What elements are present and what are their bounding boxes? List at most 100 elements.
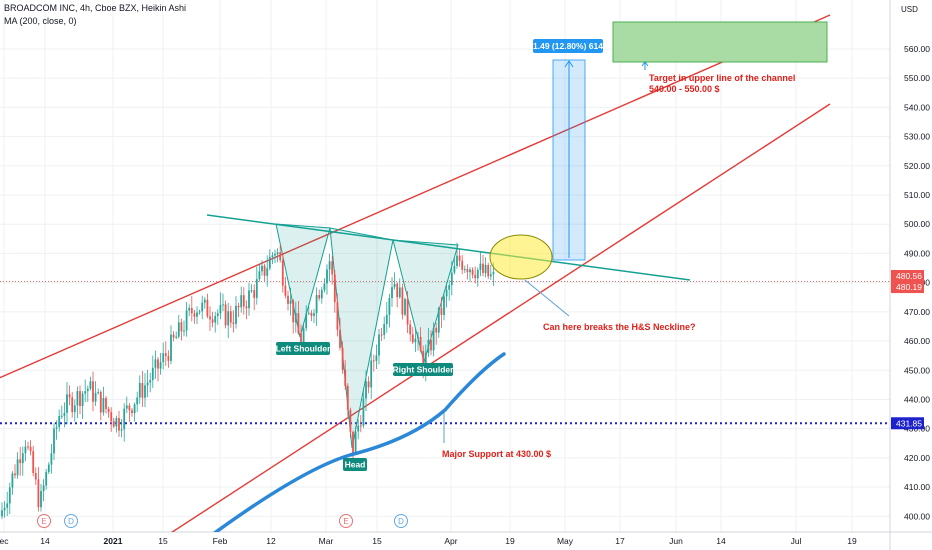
candle-body (193, 313, 196, 317)
x-tick-label: May (557, 536, 574, 546)
candle-body (248, 290, 250, 309)
candle-body (417, 336, 419, 339)
candle-body (14, 473, 16, 476)
candle-body (289, 300, 292, 304)
candle-body (391, 287, 393, 299)
candle-body (131, 410, 133, 414)
x-tick-label: Apr (444, 536, 457, 546)
candle-body (419, 336, 422, 351)
candle-body (141, 383, 144, 398)
candle-body (344, 369, 347, 386)
candle-body (463, 269, 466, 271)
candle-body (284, 285, 287, 296)
candle-body (326, 269, 328, 284)
candle-body (422, 350, 425, 371)
candle-body (76, 391, 79, 406)
candle-body (206, 299, 209, 317)
candle-body (346, 385, 349, 410)
candle-body (349, 409, 352, 433)
candle-body (11, 473, 14, 488)
candle-body (466, 269, 469, 273)
x-tick-label: Jul (791, 536, 802, 546)
candle-body (305, 313, 308, 329)
y-tick-label: 420.00 (904, 453, 930, 463)
candle-body (401, 287, 404, 315)
candle-body (66, 394, 68, 413)
candle-body (45, 472, 48, 486)
left-shoulder-shape (275, 223, 331, 338)
candle-body (359, 425, 362, 427)
candle-body (432, 327, 435, 351)
candle-body (315, 295, 318, 314)
candle-body (224, 304, 227, 326)
candle-body (469, 269, 471, 273)
measure-label-text: 61.49 (12.80%) 6149 (528, 41, 608, 51)
candle-body (375, 355, 378, 361)
candle-body (136, 397, 139, 405)
candle-body (162, 353, 165, 363)
candle-body (450, 272, 453, 286)
event-marker-letter: D (68, 517, 74, 526)
candle-body (476, 269, 479, 279)
candle-body (323, 283, 326, 290)
x-tick-label: 17 (615, 536, 625, 546)
target-note: 540.00 - 550.00 $ (649, 84, 720, 94)
y-tick-label: 510.00 (904, 190, 930, 200)
candle-body (125, 405, 128, 409)
candle-body (138, 383, 141, 398)
candle-body (240, 295, 243, 308)
candle-body (175, 336, 178, 338)
candle-body (3, 507, 6, 511)
candle-body (144, 385, 146, 398)
candle-body (188, 307, 191, 311)
candle-body (102, 398, 105, 413)
candle-body (229, 311, 232, 323)
candle-body (53, 428, 55, 454)
candle-body (409, 324, 412, 335)
candle-body (435, 327, 438, 333)
candle-body (479, 263, 482, 270)
y-tick-label: 560.00 (904, 44, 930, 54)
candle-body (190, 307, 193, 314)
symbol-title: BROADCOM INC, 4h, Cboe BZX, Heikin Ashi (4, 3, 187, 13)
candle-body (258, 271, 261, 280)
x-tick-label: Feb (213, 536, 228, 546)
candle-body (203, 299, 206, 303)
price-tag-text: 480.56 (896, 271, 922, 281)
event-marker-letter: D (398, 517, 404, 526)
candle-body (115, 418, 118, 427)
candle-body (302, 328, 305, 343)
grid (0, 0, 890, 532)
y-tick-label: 500.00 (904, 219, 930, 229)
hs-neckline (206, 214, 691, 281)
candle-body (484, 264, 487, 274)
x-tick-label: 2021 (104, 536, 123, 546)
candle-body (313, 313, 315, 316)
candle-body (120, 429, 123, 431)
candle-body (471, 269, 474, 275)
candle-body (185, 310, 188, 331)
channel-upper-line (0, 14, 831, 379)
candles (1, 242, 495, 520)
candle-body (209, 316, 211, 320)
currency-label: USD (901, 5, 918, 14)
candle-body (385, 314, 388, 324)
y-tick-label: 470.00 (904, 307, 930, 317)
candle-body (89, 381, 92, 389)
candle-body (164, 353, 167, 357)
candle-body (235, 305, 237, 324)
target-note: Target in upper line of the channel (649, 73, 795, 83)
candle-body (445, 289, 448, 297)
candle-body (393, 283, 396, 288)
candle-body (37, 479, 40, 508)
y-tick-label: 540.00 (904, 102, 930, 112)
candle-body (380, 334, 383, 336)
candle-body (149, 380, 152, 383)
candle-body (261, 265, 263, 272)
x-tick-label: Jun (669, 536, 683, 546)
candle-body (40, 490, 42, 508)
candle-body (266, 268, 269, 276)
measure-label-box (533, 39, 603, 53)
candle-body (310, 312, 313, 316)
